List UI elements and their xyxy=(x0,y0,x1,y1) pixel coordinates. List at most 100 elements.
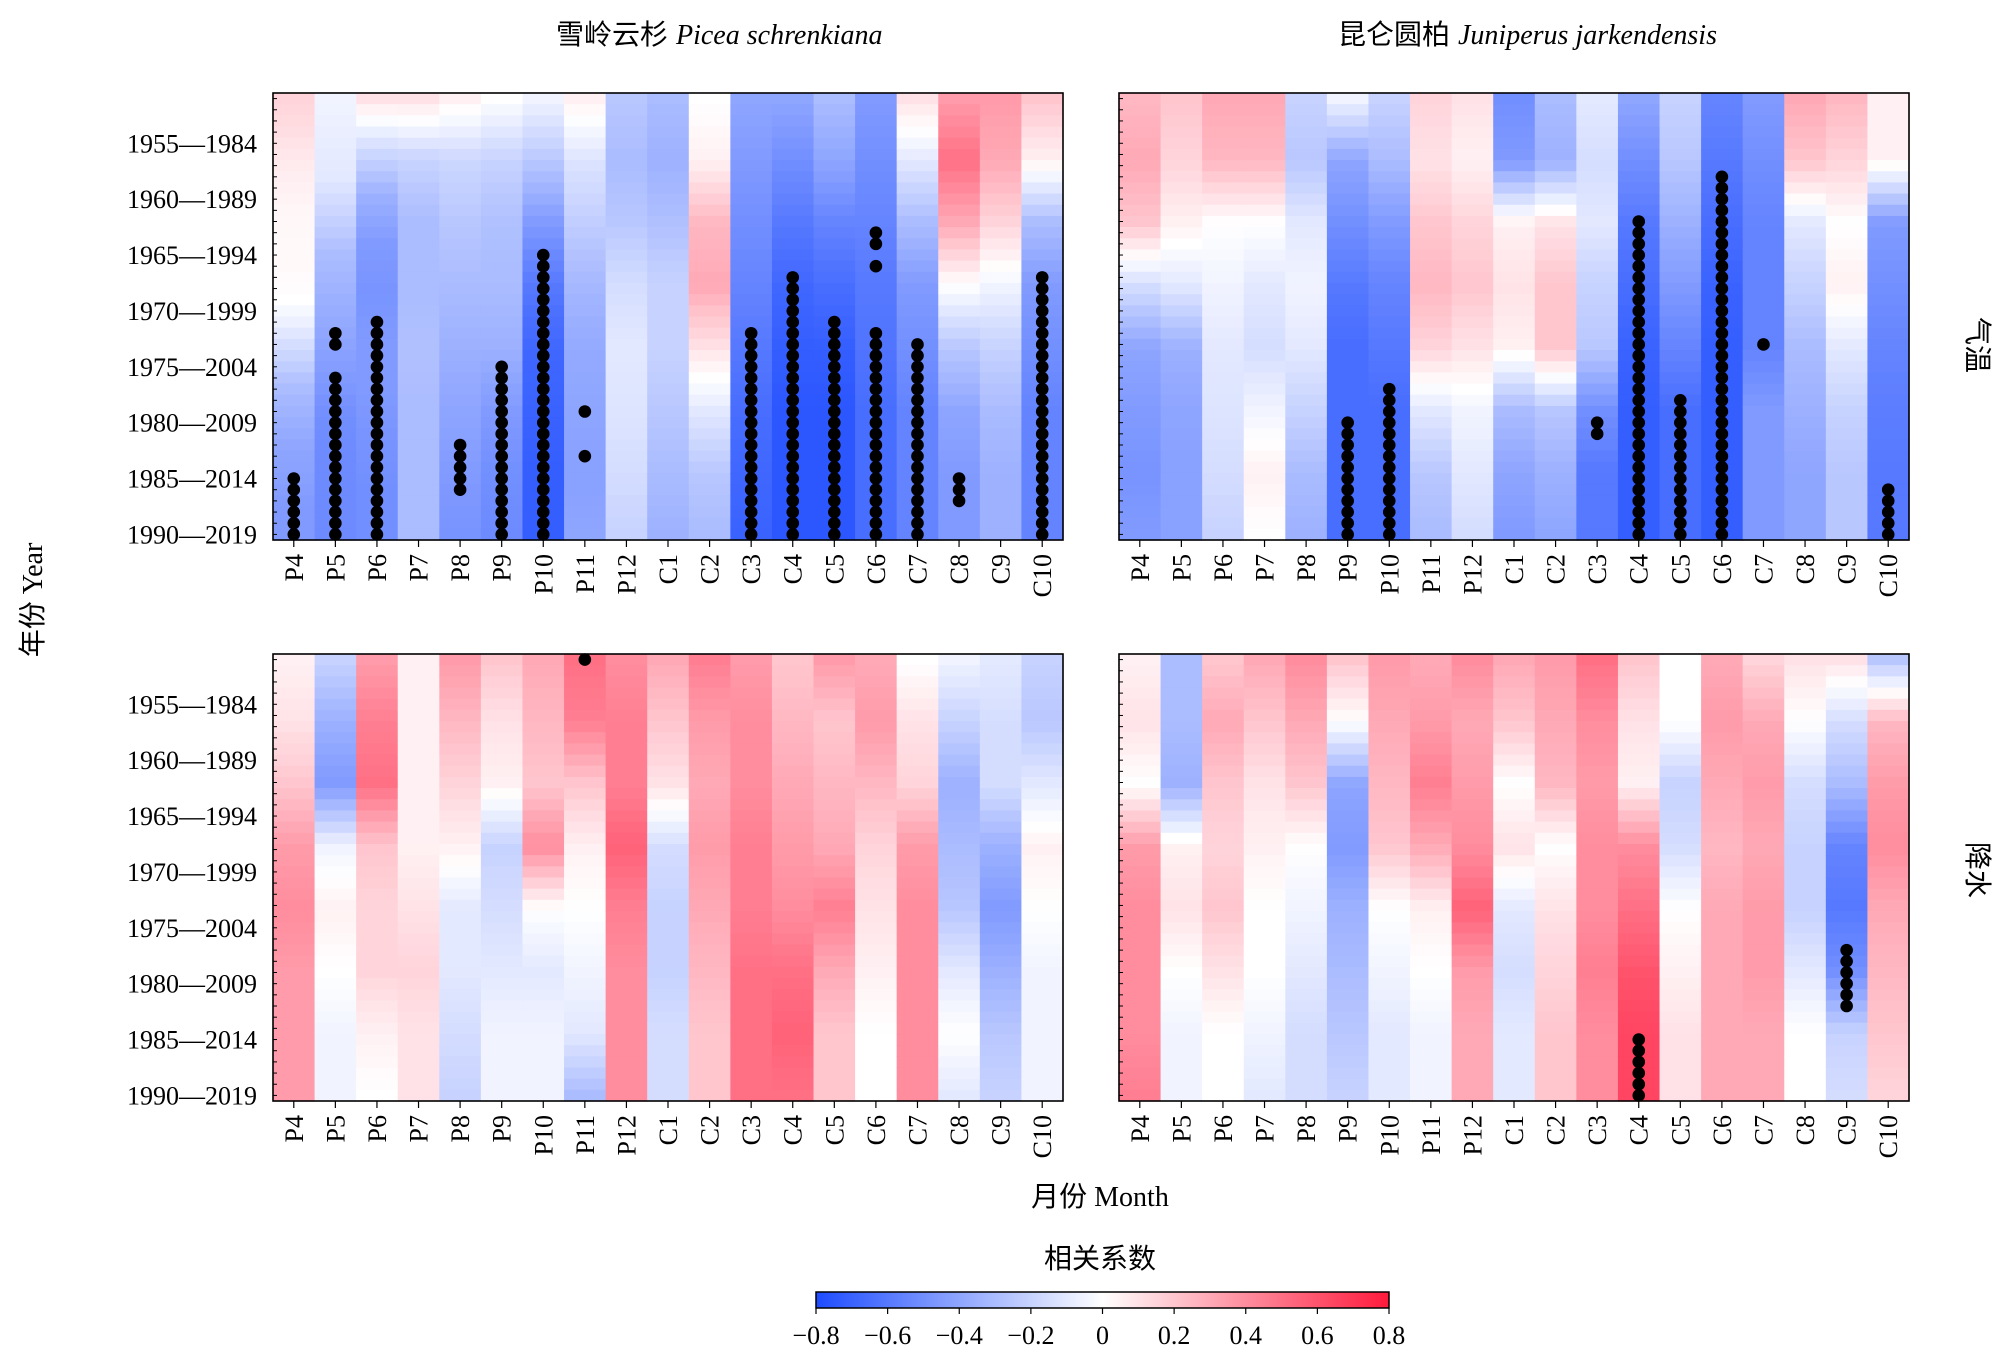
heatmap-cell xyxy=(397,439,440,452)
heatmap-cell xyxy=(1368,372,1411,385)
heatmap-cell xyxy=(1576,450,1619,463)
heatmap-cell xyxy=(1493,765,1536,778)
heatmap-cell xyxy=(1493,709,1536,722)
heatmap-cell xyxy=(1202,754,1245,767)
heatmap-cell xyxy=(605,428,648,441)
heatmap-cell xyxy=(1534,137,1577,150)
heatmap-cell xyxy=(1825,215,1869,228)
heatmap-cell xyxy=(1659,204,1702,217)
heatmap-cell xyxy=(564,327,607,340)
heatmap-cell xyxy=(896,687,939,700)
heatmap-cell xyxy=(1867,899,1910,912)
heatmap-cell xyxy=(480,765,524,778)
heatmap-cell xyxy=(1202,776,1245,789)
heatmap-cell xyxy=(1576,843,1619,856)
heatmap-cell xyxy=(1021,126,1064,139)
heatmap-cell xyxy=(1493,238,1536,251)
significance-dot xyxy=(1674,494,1687,508)
x-tick-label: P10 xyxy=(529,1115,558,1155)
heatmap-cell xyxy=(314,1022,357,1035)
heatmap-cell xyxy=(1285,171,1328,184)
heatmap-cell xyxy=(480,1056,524,1069)
heatmap-cell xyxy=(1119,171,1162,184)
heatmap-cell xyxy=(730,709,773,722)
heatmap-cell xyxy=(1825,687,1869,700)
heatmap-cell xyxy=(1867,1033,1910,1046)
heatmap-cell xyxy=(1659,832,1702,845)
heatmap-cell xyxy=(979,1011,1023,1024)
heatmap-cell xyxy=(730,1000,773,1013)
heatmap-cell xyxy=(1368,888,1411,901)
heatmap-cell xyxy=(771,687,815,700)
heatmap-cell xyxy=(1742,528,1785,541)
heatmap-cell xyxy=(1493,776,1536,789)
heatmap-cell xyxy=(647,495,690,508)
heatmap-cell xyxy=(979,810,1023,823)
heatmap-cell xyxy=(1368,933,1411,946)
heatmap-cell xyxy=(1659,271,1702,284)
heatmap-cell xyxy=(273,182,316,195)
heatmap-cell xyxy=(397,316,440,329)
significance-dot xyxy=(786,349,800,362)
significance-dot xyxy=(1632,1089,1646,1102)
heatmap-cell xyxy=(564,843,607,856)
heatmap-cell xyxy=(1326,215,1370,228)
heatmap-cell xyxy=(314,137,357,150)
heatmap-cell xyxy=(647,450,690,463)
heatmap-cell xyxy=(605,1078,648,1091)
heatmap-cell xyxy=(1326,137,1370,150)
heatmap-cell xyxy=(1021,1067,1064,1080)
heatmap-cell xyxy=(356,126,399,139)
heatmap-cell xyxy=(1451,260,1494,273)
heatmap-cell xyxy=(605,1056,648,1069)
heatmap-cell xyxy=(1119,877,1162,890)
heatmap-cell xyxy=(1701,654,1744,666)
heatmap-cell xyxy=(564,665,607,677)
heatmap-cell xyxy=(605,776,648,789)
heatmap-cell xyxy=(1243,495,1286,508)
heatmap-cell xyxy=(1326,911,1370,923)
heatmap-cell xyxy=(1617,721,1661,733)
heatmap-cell xyxy=(1243,1056,1286,1069)
heatmap-cell xyxy=(1410,877,1453,890)
heatmap-cell xyxy=(1617,743,1661,756)
heatmap-cell xyxy=(1493,1045,1536,1057)
heatmap-cell xyxy=(605,115,648,128)
heatmap-cell xyxy=(1617,193,1661,206)
heatmap-cell xyxy=(1493,104,1536,116)
heatmap-cell xyxy=(397,721,440,733)
heatmap-cell xyxy=(1119,1045,1162,1057)
heatmap-cell xyxy=(813,93,856,105)
heatmap-cell xyxy=(813,754,856,767)
significance-dot xyxy=(1341,427,1354,441)
heatmap-cell xyxy=(356,1011,399,1024)
heatmap-cell xyxy=(397,698,440,711)
heatmap-cell xyxy=(688,922,731,934)
heatmap-cell xyxy=(1285,484,1328,496)
heatmap-cell xyxy=(522,843,565,856)
heatmap-cell xyxy=(1202,137,1245,150)
heatmap-cell xyxy=(1368,799,1411,812)
heatmap-cell xyxy=(855,877,898,890)
heatmap-cell xyxy=(1285,944,1328,957)
heatmap-cell xyxy=(1659,1022,1702,1035)
heatmap-cell xyxy=(1701,1022,1744,1035)
heatmap-cell xyxy=(564,148,607,161)
heatmap-cell xyxy=(522,732,565,745)
heatmap-cell xyxy=(1410,327,1453,340)
heatmap-cell xyxy=(1659,115,1702,128)
heatmap-cell xyxy=(480,911,524,923)
heatmap-cell xyxy=(979,350,1023,362)
heatmap-cell xyxy=(813,238,856,251)
heatmap-cell xyxy=(356,148,399,161)
heatmap-cell xyxy=(314,294,357,306)
heatmap-cell xyxy=(605,1000,648,1013)
heatmap-cell xyxy=(979,922,1023,934)
heatmap-cell xyxy=(1326,238,1370,251)
y-axis-title: 年份 Year xyxy=(17,542,49,657)
significance-dot xyxy=(1715,259,1729,273)
heatmap-cell xyxy=(979,698,1023,711)
heatmap-cell xyxy=(1701,933,1744,946)
significance-dot xyxy=(370,472,384,485)
heatmap-cell xyxy=(273,439,316,452)
